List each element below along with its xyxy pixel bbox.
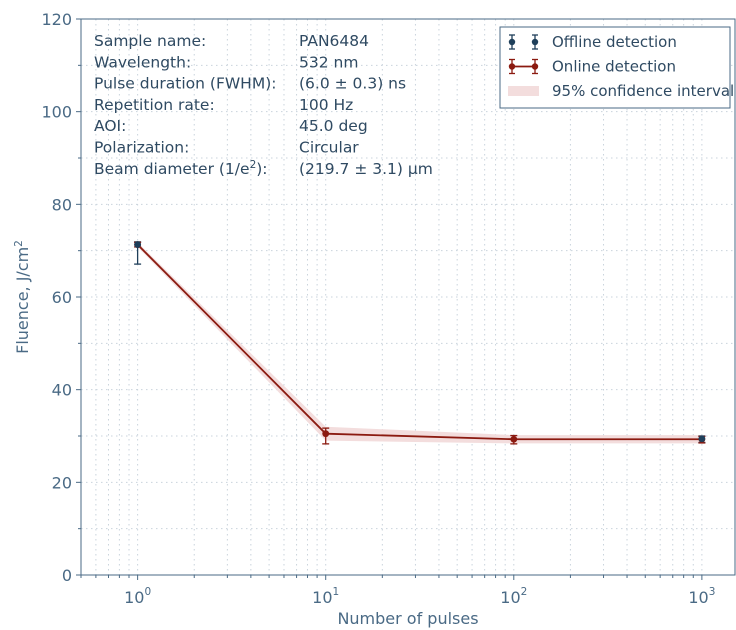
y-tick-label: 40 <box>52 381 72 400</box>
offline-detection-point <box>698 435 706 443</box>
y-tick-label: 80 <box>52 195 72 214</box>
legend-marker <box>508 38 516 46</box>
info-value: (6.0 ± 0.3) ns <box>299 75 406 93</box>
axes: 0 20 40 60 80 100 120 100 101 102 103 <box>41 10 715 607</box>
legend-label: Online detection <box>552 58 676 76</box>
info-value: Circular <box>299 139 359 157</box>
y-tick-label: 0 <box>62 566 72 585</box>
info-label: Pulse duration (FWHM): <box>94 75 276 93</box>
legend-label: 95% confidence interval <box>552 82 734 100</box>
y-axis-label-sup: 2 <box>13 240 25 247</box>
y-axis-label: Fluence, J/cm2 <box>13 240 32 354</box>
online-detection-point <box>322 430 330 438</box>
y-tick-label: 120 <box>41 10 72 29</box>
x-axis-label: Number of pulses <box>337 609 478 628</box>
x-tick-label: 102 <box>500 586 527 607</box>
info-label: AOI: <box>94 117 126 135</box>
info-value: PAN6484 <box>299 32 369 50</box>
legend: Offline detection Online detection 95% con… <box>499 26 734 109</box>
offline-detection-point <box>134 241 142 249</box>
info-label: Repetition rate: <box>94 96 215 114</box>
online-detection-line <box>136 244 702 441</box>
x-tick-label: 103 <box>688 586 715 607</box>
legend-band-swatch <box>508 86 539 96</box>
sample-info-table: Sample name: PAN6484 Wavelength: 532 nm Puls… <box>94 32 433 178</box>
x-tick-label: 101 <box>312 586 339 607</box>
legend-label: Offline detection <box>552 33 677 51</box>
info-value: 532 nm <box>299 53 358 71</box>
y-tick-label: 60 <box>52 288 72 307</box>
legend-marker <box>531 38 539 46</box>
y-axis-label-main: Fluence, J/cm <box>13 247 32 354</box>
info-label: Wavelength: <box>94 53 191 71</box>
y-tick-label: 20 <box>52 473 72 492</box>
online-detection-point <box>510 435 518 443</box>
info-label: Sample name: <box>94 32 206 50</box>
info-label: Polarization: <box>94 139 189 157</box>
y-tick-label: 100 <box>41 103 72 122</box>
info-value: 100 Hz <box>299 96 353 114</box>
info-label: Beam diameter (1/e2): <box>94 159 268 178</box>
series-layer <box>134 241 706 445</box>
info-value: (219.7 ± 3.1) µm <box>299 160 433 178</box>
x-tick-label: 100 <box>124 586 151 607</box>
info-value: 45.0 deg <box>299 117 368 135</box>
